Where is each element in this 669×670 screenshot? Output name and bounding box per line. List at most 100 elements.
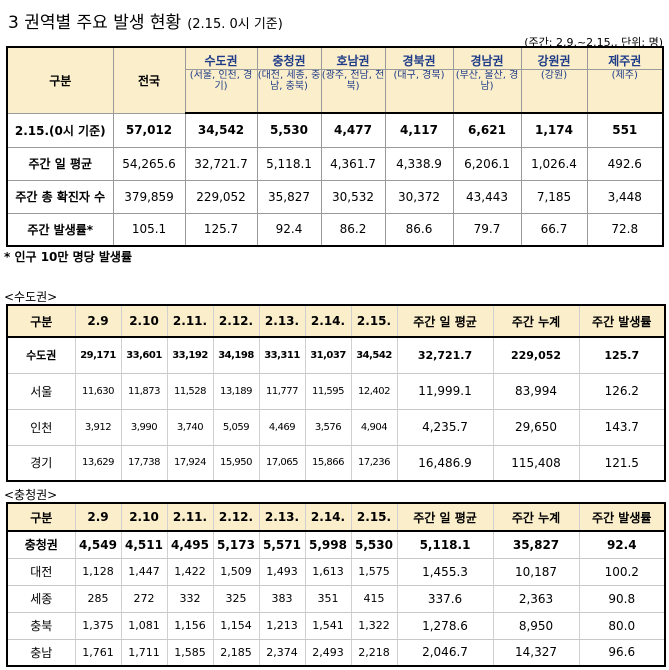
- region-subregions: (광주, 전남, 전북): [320, 68, 386, 114]
- summary-cell: 1,026.4: [520, 146, 588, 181]
- table-cell: 2,493: [304, 638, 352, 667]
- column-header: 2.13.: [258, 502, 306, 532]
- column-header: 2.9: [74, 502, 122, 532]
- chungcheong-table: 구분 2.9 2.10 2.11. 2.12. 2.13. 2.14. 2.15…: [6, 502, 666, 667]
- column-header: 2.11.: [166, 502, 214, 532]
- table-cell: 16,486.9: [396, 444, 494, 482]
- table-cell: 17,738: [120, 444, 168, 482]
- table-cell: 12,402: [350, 372, 398, 410]
- table-cell: 5,998: [304, 530, 352, 559]
- table-cell: 33,601: [120, 336, 168, 374]
- table-cell: 383: [258, 584, 306, 613]
- row-name: 충청권: [6, 530, 76, 559]
- table-cell: 34,198: [212, 336, 260, 374]
- summary-cell: 4,117: [384, 112, 454, 148]
- summary-cell: 34,542: [184, 112, 258, 148]
- table-cell: 11,630: [74, 372, 122, 410]
- table-cell: 10,187: [492, 557, 580, 586]
- table-cell: 4,469: [258, 408, 306, 446]
- region-subregions: (부산, 울산, 경남): [452, 68, 522, 114]
- table-row: 충청권 4,549 4,511 4,495 5,173 5,571 5,998 …: [6, 530, 666, 559]
- row-name: 서울: [6, 372, 76, 410]
- region-subregions: (대구, 경북): [384, 68, 454, 114]
- table-cell: 80.0: [578, 611, 666, 640]
- row-name: 세종: [6, 584, 76, 613]
- table-cell: 337.6: [396, 584, 494, 613]
- table-cell: 29,171: [74, 336, 122, 374]
- summary-cell: 6,621: [452, 112, 522, 148]
- table-cell: 83,994: [492, 372, 580, 410]
- summary-cell: 492.6: [586, 146, 664, 181]
- table-cell: 1,711: [120, 638, 168, 667]
- table-cell: 2,046.7: [396, 638, 494, 667]
- column-header: 2.10: [120, 304, 168, 338]
- table-cell: 33,192: [166, 336, 214, 374]
- table-cell: 1,278.6: [396, 611, 494, 640]
- column-header: 주간 일 평균: [396, 304, 494, 338]
- table-cell: 1,375: [74, 611, 122, 640]
- table-cell: 121.5: [578, 444, 666, 482]
- region-name: 경남권: [452, 46, 522, 70]
- title-date: (2.15. 0시 기준): [187, 17, 283, 32]
- table-cell: 1,455.3: [396, 557, 494, 586]
- table-cell: 17,065: [258, 444, 306, 482]
- region-subregions: (제주): [586, 68, 664, 114]
- summary-cell: 86.6: [384, 212, 454, 247]
- region-subregions: (대전, 세종, 충남, 충북): [256, 68, 322, 114]
- summary-cell: 229,052: [184, 179, 258, 214]
- row-name: 충북: [6, 611, 76, 640]
- row-name: 경기: [6, 444, 76, 482]
- table-cell: 32,721.7: [396, 336, 494, 374]
- region-subregions: (서울, 인천, 경기): [184, 68, 258, 114]
- summary-cell: 5,530: [256, 112, 322, 148]
- summary-row: 주간 총 확진자 수 379,859 229,052 35,827 30,532…: [6, 179, 664, 214]
- table-cell: 4,235.7: [396, 408, 494, 446]
- summary-cell: 1,174: [520, 112, 588, 148]
- table-cell: 90.8: [578, 584, 666, 613]
- unit-note: (주간: 2.9.~2.15., 단위: 명): [524, 36, 663, 49]
- column-header: 2.12.: [212, 304, 260, 338]
- table-cell: 29,650: [492, 408, 580, 446]
- summary-cell: 92.4: [256, 212, 322, 247]
- table-cell: 2,363: [492, 584, 580, 613]
- region-name: 호남권: [320, 46, 386, 70]
- table-cell: 143.7: [578, 408, 666, 446]
- table-cell: 35,827: [492, 530, 580, 559]
- table-cell: 92.4: [578, 530, 666, 559]
- summary-cell: 105.1: [112, 212, 186, 247]
- row-name: 충남: [6, 638, 76, 667]
- title-text: 3 권역별 주요 발생 현황: [8, 13, 182, 33]
- summary-row-label: 주간 발생률*: [6, 212, 114, 247]
- table-cell: 3,990: [120, 408, 168, 446]
- table-cell: 325: [212, 584, 260, 613]
- table-cell: 5,059: [212, 408, 260, 446]
- table-cell: 33,311: [258, 336, 306, 374]
- column-header: 주간 발생률: [578, 304, 666, 338]
- summary-cell: 4,477: [320, 112, 386, 148]
- column-header: 2.12.: [212, 502, 260, 532]
- table-cell: 3,576: [304, 408, 352, 446]
- column-header: 주간 누계: [492, 502, 580, 532]
- region-subregions: (강원): [520, 68, 588, 114]
- column-header: 주간 누계: [492, 304, 580, 338]
- summary-cell: 30,372: [384, 179, 454, 214]
- summary-cell: 32,721.7: [184, 146, 258, 181]
- column-header: 구분: [6, 502, 76, 532]
- table-cell: 1,493: [258, 557, 306, 586]
- summary-row: 주간 발생률* 105.1 125.7 92.4 86.2 86.6 79.7 …: [6, 212, 664, 247]
- column-header: 구분: [6, 304, 76, 338]
- table-cell: 351: [304, 584, 352, 613]
- column-header: 2.11.: [166, 304, 214, 338]
- table-cell: 115,408: [492, 444, 580, 482]
- table-cell: 4,495: [166, 530, 214, 559]
- table-cell: 4,904: [350, 408, 398, 446]
- summary-cell: 66.7: [520, 212, 588, 247]
- table-cell: 17,236: [350, 444, 398, 482]
- summary-table: 구분 전국 수도권 충청권 호남권 경북권 경남권 강원권 제주권 (서울, 인…: [6, 46, 664, 247]
- table-cell: 1,422: [166, 557, 214, 586]
- column-header: 2.15.: [350, 502, 398, 532]
- table-cell: 11,528: [166, 372, 214, 410]
- column-header: 2.10: [120, 502, 168, 532]
- table-cell: 1,509: [212, 557, 260, 586]
- table-row: 서울 11,630 11,873 11,528 13,189 11,777 11…: [6, 372, 666, 410]
